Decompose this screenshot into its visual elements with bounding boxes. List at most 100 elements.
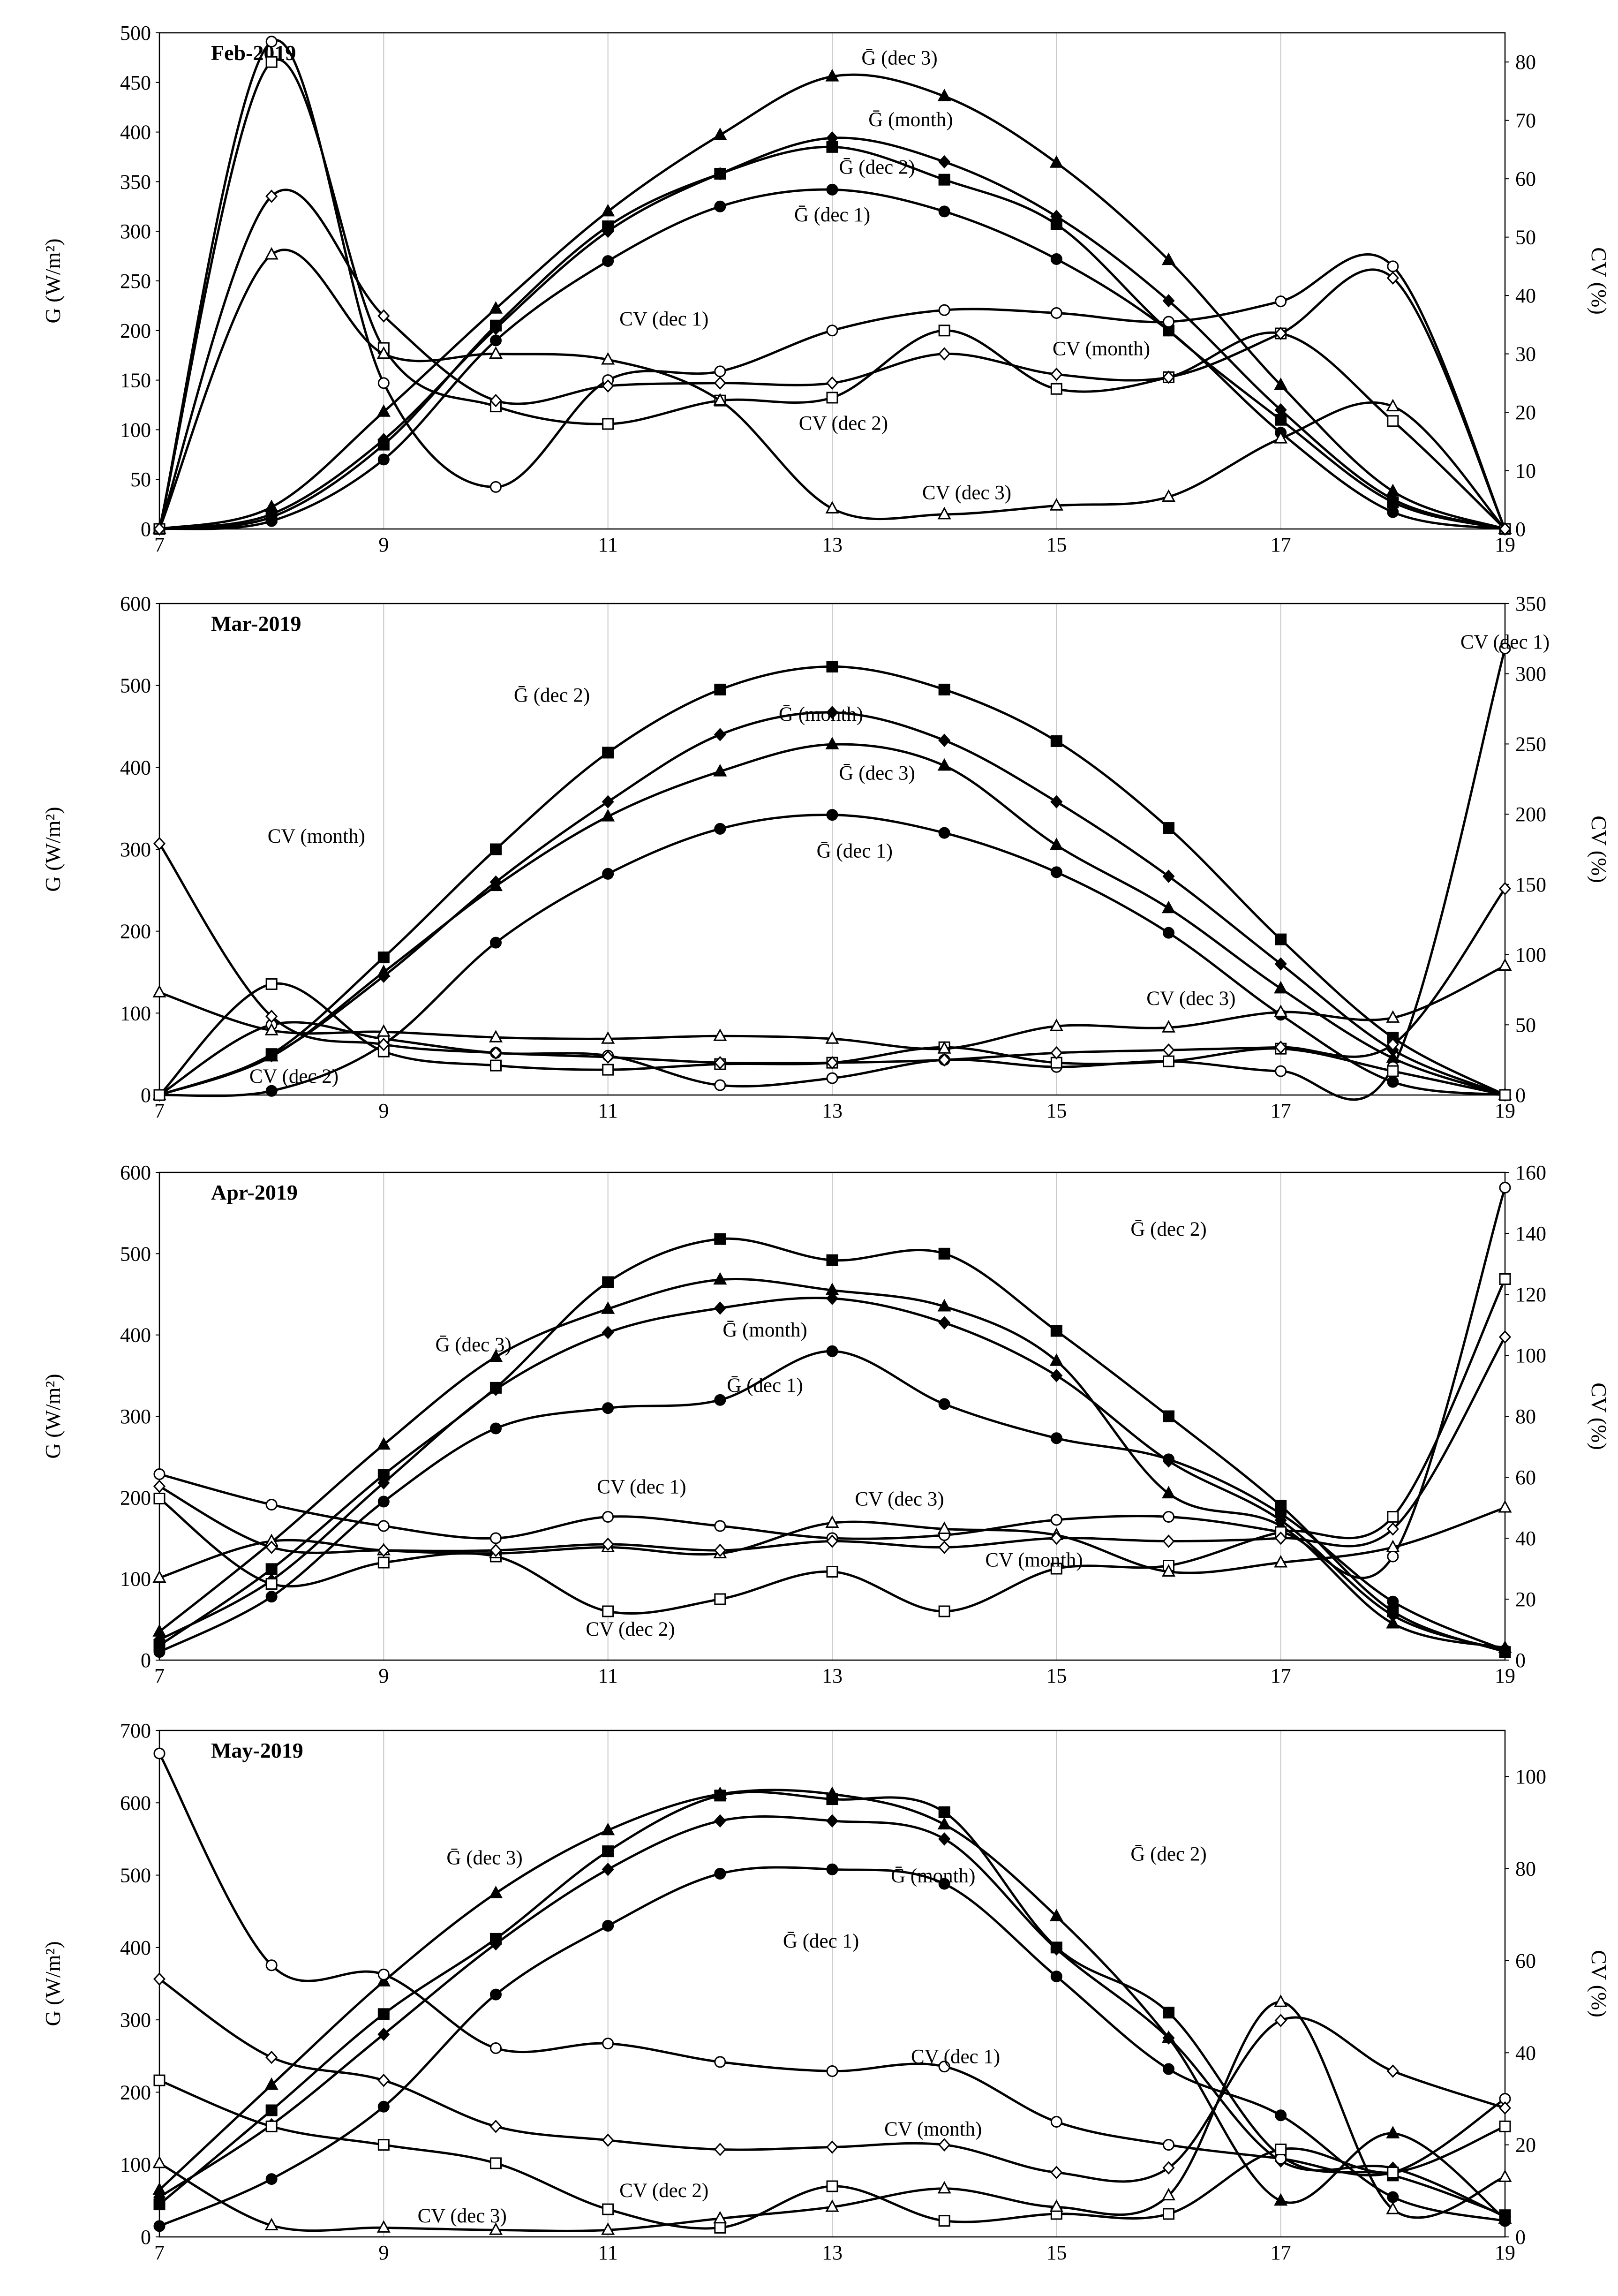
data-point	[490, 1988, 502, 2001]
data-point	[490, 1422, 502, 1435]
series-annotation: Ḡ (dec 2)	[1130, 1218, 1206, 1240]
series-line	[158, 2001, 1506, 2232]
data-point	[938, 155, 951, 169]
y-tick-label: 400	[120, 121, 151, 144]
data-point	[377, 2100, 390, 2113]
data-point	[826, 1056, 839, 1070]
data-point	[1387, 1076, 1399, 1088]
data-point	[938, 1806, 950, 1818]
data-point	[714, 365, 726, 378]
y-tick-label: 600	[120, 592, 151, 615]
data-point	[602, 868, 614, 880]
data-point	[265, 1959, 278, 1971]
data-point	[376, 1437, 391, 1450]
data-point	[714, 1079, 726, 1091]
data-point	[826, 1814, 839, 1828]
data-point	[1161, 2188, 1176, 2201]
data-point	[826, 660, 838, 672]
data-point	[602, 1326, 614, 1339]
chart-panel-feb-2019: 7 9 11 13 15 17 190501001502002503003504004505…	[41, 22, 1611, 556]
x-tick-label: 17	[1271, 1664, 1291, 1687]
y2-tick-label: 20	[1515, 1588, 1536, 1611]
data-point	[602, 1863, 614, 1876]
series-line	[158, 189, 1506, 530]
data-point	[826, 1534, 839, 1548]
data-point	[602, 1511, 614, 1523]
series-annotation: Ḡ (month)	[722, 1319, 807, 1341]
data-point	[938, 1605, 950, 1617]
data-point	[264, 1023, 278, 1035]
data-point	[602, 2133, 614, 2147]
data-point	[937, 1817, 951, 1830]
x-tick-label: 17	[1271, 2241, 1291, 2264]
data-point	[153, 1972, 166, 1986]
y2-tick-label: 10	[1515, 460, 1536, 483]
y-tick-label: 500	[120, 674, 151, 697]
data-point	[265, 2173, 278, 2185]
data-point	[377, 2008, 390, 2020]
y-tick-label: 500	[120, 22, 151, 45]
data-point	[602, 255, 614, 267]
data-point	[602, 418, 614, 430]
x-tick-label: 15	[1046, 533, 1067, 556]
y-tick-label: 50	[130, 468, 151, 491]
data-point	[1050, 1046, 1063, 1060]
data-point	[826, 706, 839, 719]
data-point	[826, 392, 838, 404]
y2-tick-label: 80	[1515, 1405, 1536, 1428]
y2-tick-label: 70	[1515, 109, 1536, 132]
data-point	[377, 453, 390, 466]
data-point	[826, 1072, 838, 1084]
data-point	[1049, 2199, 1063, 2212]
data-point	[1499, 2120, 1511, 2132]
data-point	[714, 2056, 726, 2068]
data-point	[1387, 260, 1399, 272]
data-point	[1386, 1609, 1399, 1622]
data-point	[825, 1515, 839, 1528]
data-point	[602, 1537, 614, 1551]
data-point	[938, 1832, 951, 1846]
data-point	[1275, 1500, 1287, 1512]
data-point	[1386, 2126, 1400, 2138]
data-point	[1387, 1595, 1399, 1608]
data-point	[1049, 1019, 1063, 1031]
y-axis-title: G (W/m²)	[41, 1941, 65, 2026]
data-point	[377, 433, 390, 446]
x-tick-label: 15	[1046, 2241, 1067, 2264]
data-point	[1387, 1065, 1399, 1077]
x-tick-label: 7	[154, 1099, 165, 1122]
y-tick-label: 200	[120, 1486, 151, 1509]
data-point	[1163, 822, 1174, 834]
data-point	[1386, 1037, 1399, 1051]
data-point	[1274, 957, 1287, 971]
data-point	[489, 393, 502, 408]
y-tick-label: 300	[120, 1405, 151, 1428]
data-point	[153, 2190, 166, 2204]
data-point	[1274, 2014, 1287, 2027]
data-point	[490, 2157, 502, 2169]
panel-title: May-2019	[211, 1738, 303, 1762]
data-point	[714, 1301, 726, 1315]
y2-tick-label: 100	[1515, 1344, 1546, 1367]
data-point	[489, 1382, 502, 1397]
x-tick-label: 9	[378, 533, 389, 556]
data-point	[1049, 838, 1063, 850]
y2-tick-label: 40	[1515, 2041, 1536, 2064]
data-point	[376, 2220, 391, 2233]
data-point	[1050, 210, 1063, 223]
data-point	[490, 334, 502, 347]
data-point	[826, 1863, 838, 1875]
data-point	[376, 346, 391, 359]
x-tick-label: 11	[598, 2241, 617, 2264]
data-point	[938, 347, 951, 361]
data-point	[490, 1532, 502, 1544]
data-point	[490, 1059, 502, 1072]
series-annotation: CV (dec 3)	[418, 2205, 507, 2227]
series-cv-dec-3	[152, 958, 1512, 1054]
data-point	[152, 2155, 166, 2168]
data-point	[490, 481, 502, 493]
data-point	[265, 1563, 278, 1575]
series-annotation: CV (dec 1)	[597, 1476, 686, 1498]
data-point	[602, 1845, 614, 1858]
data-point	[264, 247, 278, 260]
